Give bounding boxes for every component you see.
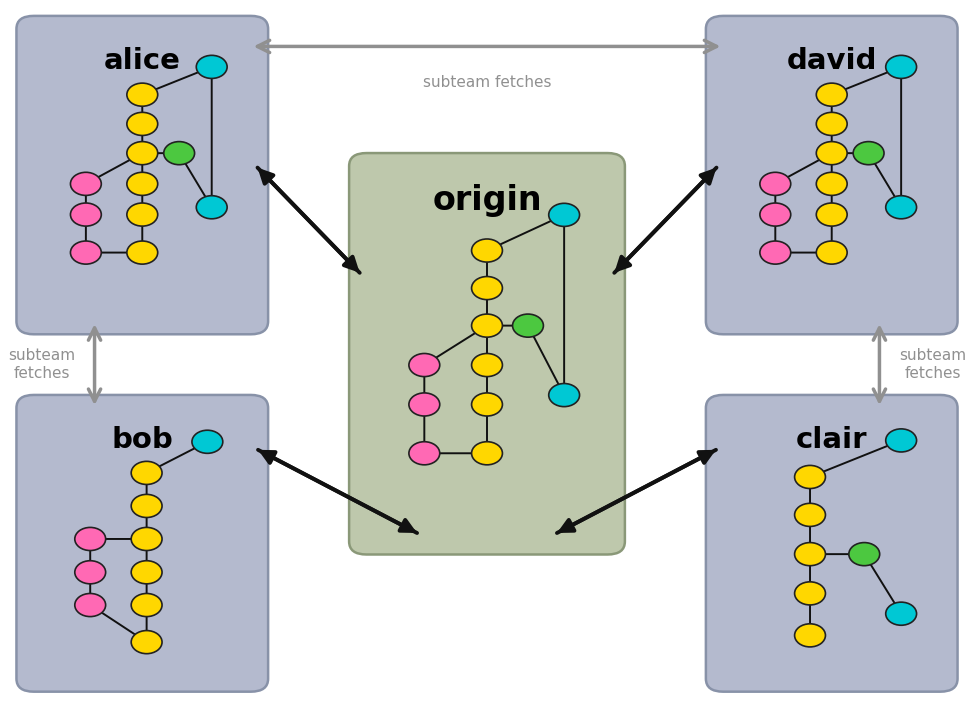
Circle shape <box>70 241 101 264</box>
Circle shape <box>795 582 825 605</box>
FancyBboxPatch shape <box>17 395 268 692</box>
Circle shape <box>197 196 227 219</box>
Circle shape <box>471 239 503 262</box>
Circle shape <box>816 173 847 196</box>
Circle shape <box>409 393 439 416</box>
Circle shape <box>548 204 580 227</box>
Text: origin: origin <box>432 184 542 217</box>
Circle shape <box>816 241 847 264</box>
Circle shape <box>885 196 917 219</box>
Circle shape <box>760 203 791 226</box>
Circle shape <box>848 543 880 566</box>
Circle shape <box>70 203 101 226</box>
Circle shape <box>512 314 543 337</box>
FancyBboxPatch shape <box>706 395 957 692</box>
Circle shape <box>75 527 105 550</box>
Circle shape <box>760 241 791 264</box>
FancyBboxPatch shape <box>349 153 625 554</box>
Circle shape <box>816 142 847 165</box>
Circle shape <box>409 354 439 377</box>
Circle shape <box>760 173 791 196</box>
FancyBboxPatch shape <box>706 16 957 334</box>
Circle shape <box>795 466 825 489</box>
Circle shape <box>471 442 503 465</box>
Circle shape <box>127 113 158 136</box>
Text: subteam
fetches: subteam fetches <box>899 349 966 380</box>
Circle shape <box>816 83 847 106</box>
Text: subteam
fetches: subteam fetches <box>8 349 75 380</box>
Circle shape <box>127 142 158 165</box>
Text: david: david <box>786 47 877 75</box>
Circle shape <box>70 173 101 196</box>
Circle shape <box>795 543 825 566</box>
Circle shape <box>131 593 162 617</box>
Text: alice: alice <box>104 47 181 75</box>
Circle shape <box>471 277 503 300</box>
Circle shape <box>471 314 503 337</box>
Text: subteam fetches: subteam fetches <box>423 75 551 90</box>
Circle shape <box>127 241 158 264</box>
Circle shape <box>131 527 162 550</box>
Circle shape <box>127 173 158 196</box>
Circle shape <box>127 83 158 106</box>
Circle shape <box>75 561 105 584</box>
Circle shape <box>197 56 227 79</box>
Circle shape <box>471 393 503 416</box>
Circle shape <box>885 602 917 625</box>
Circle shape <box>795 624 825 647</box>
Circle shape <box>885 429 917 452</box>
Circle shape <box>471 354 503 377</box>
Circle shape <box>795 503 825 526</box>
Text: bob: bob <box>111 426 173 454</box>
Circle shape <box>885 56 917 79</box>
Circle shape <box>192 430 223 453</box>
Circle shape <box>131 630 162 653</box>
Circle shape <box>131 561 162 584</box>
Circle shape <box>816 113 847 136</box>
Circle shape <box>131 495 162 518</box>
Circle shape <box>548 383 580 406</box>
Circle shape <box>131 461 162 484</box>
Circle shape <box>164 142 195 165</box>
Circle shape <box>816 203 847 226</box>
Circle shape <box>75 593 105 617</box>
Circle shape <box>409 442 439 465</box>
Circle shape <box>853 142 884 165</box>
Text: clair: clair <box>796 426 868 454</box>
Circle shape <box>127 203 158 226</box>
FancyBboxPatch shape <box>17 16 268 334</box>
